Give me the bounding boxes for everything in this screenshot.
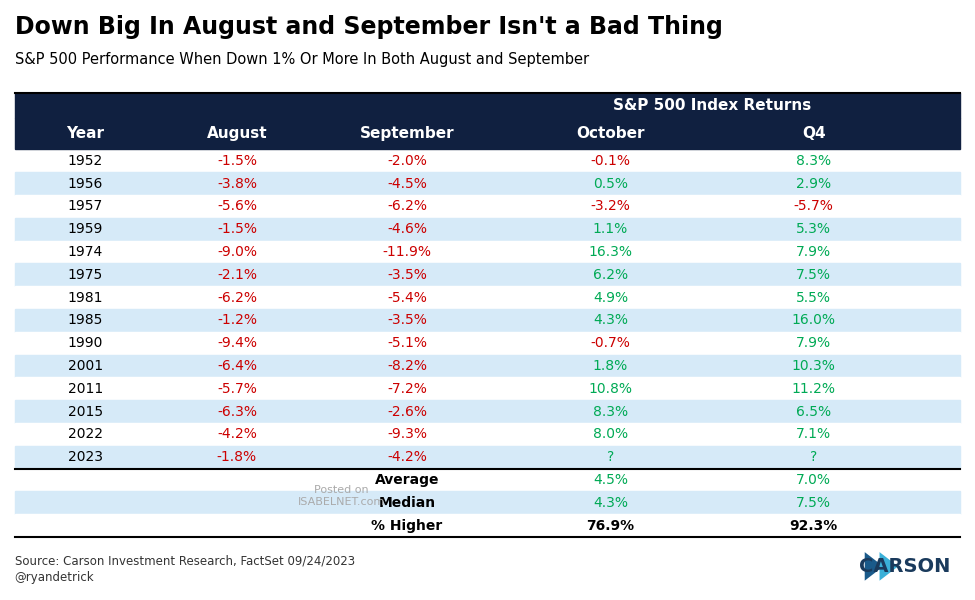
Text: -0.7%: -0.7% [591, 336, 631, 350]
Text: CARSON: CARSON [859, 557, 951, 577]
Text: 16.0%: 16.0% [792, 313, 836, 328]
Text: % Higher: % Higher [371, 518, 443, 533]
Text: 6.5%: 6.5% [797, 404, 832, 419]
Text: 1975: 1975 [68, 268, 103, 282]
Text: -7.2%: -7.2% [387, 382, 427, 396]
Text: August: August [207, 127, 267, 142]
Text: 16.3%: 16.3% [589, 245, 633, 259]
Text: -11.9%: -11.9% [382, 245, 432, 259]
Text: September: September [360, 127, 454, 142]
Text: 7.9%: 7.9% [797, 336, 832, 350]
Text: Q4: Q4 [802, 127, 826, 142]
Text: 4.3%: 4.3% [593, 313, 628, 328]
Polygon shape [879, 552, 898, 581]
Text: -9.3%: -9.3% [387, 427, 427, 442]
Text: 10.8%: 10.8% [589, 382, 633, 396]
Text: -4.2%: -4.2% [387, 450, 427, 464]
Text: 8.0%: 8.0% [593, 427, 628, 442]
Text: ?: ? [606, 450, 614, 464]
Text: 1.1%: 1.1% [593, 222, 628, 236]
Text: 1985: 1985 [68, 313, 103, 328]
Text: -4.6%: -4.6% [387, 222, 427, 236]
Text: Down Big In August and September Isn't a Bad Thing: Down Big In August and September Isn't a… [15, 15, 722, 39]
Text: -8.2%: -8.2% [387, 359, 427, 373]
Text: 92.3%: 92.3% [790, 518, 838, 533]
Text: 2022: 2022 [68, 427, 103, 442]
Text: -3.5%: -3.5% [387, 268, 427, 282]
Text: 2015: 2015 [68, 404, 103, 419]
Text: Posted on
ISABELNET.com: Posted on ISABELNET.com [298, 485, 385, 507]
Text: 4.5%: 4.5% [593, 473, 628, 487]
Text: Median: Median [378, 496, 436, 510]
Text: -6.2%: -6.2% [216, 290, 256, 305]
Text: -3.5%: -3.5% [387, 313, 427, 328]
Text: 7.1%: 7.1% [797, 427, 832, 442]
Text: Source: Carson Investment Research, FactSet 09/24/2023: Source: Carson Investment Research, Fact… [15, 555, 355, 568]
Text: 7.0%: 7.0% [797, 473, 832, 487]
Text: -2.6%: -2.6% [387, 404, 427, 419]
Text: 5.3%: 5.3% [797, 222, 832, 236]
Text: 2023: 2023 [68, 450, 103, 464]
Text: 7.5%: 7.5% [797, 268, 832, 282]
Text: 1952: 1952 [68, 154, 103, 168]
Text: -1.5%: -1.5% [216, 154, 256, 168]
Text: -5.6%: -5.6% [216, 199, 256, 214]
Text: 5.5%: 5.5% [797, 290, 832, 305]
Text: @ryandetrick: @ryandetrick [15, 571, 95, 584]
Text: -2.0%: -2.0% [387, 154, 427, 168]
Text: 4.3%: 4.3% [593, 496, 628, 510]
Text: 76.9%: 76.9% [586, 518, 635, 533]
Text: S&P 500 Index Returns: S&P 500 Index Returns [613, 98, 811, 113]
Text: -5.1%: -5.1% [387, 336, 427, 350]
Text: 1959: 1959 [68, 222, 103, 236]
Text: -5.7%: -5.7% [794, 199, 834, 214]
Text: 1957: 1957 [68, 199, 103, 214]
Text: 8.3%: 8.3% [593, 404, 628, 419]
Text: -0.1%: -0.1% [591, 154, 631, 168]
Text: -9.4%: -9.4% [216, 336, 256, 350]
Text: -5.4%: -5.4% [387, 290, 427, 305]
Text: 2011: 2011 [68, 382, 103, 396]
Text: 2001: 2001 [68, 359, 103, 373]
Text: Average: Average [374, 473, 440, 487]
Text: 4.9%: 4.9% [593, 290, 628, 305]
Text: -6.4%: -6.4% [216, 359, 256, 373]
Text: 1.8%: 1.8% [593, 359, 628, 373]
Text: -4.2%: -4.2% [217, 427, 256, 442]
Text: -4.5%: -4.5% [387, 176, 427, 191]
Text: 0.5%: 0.5% [593, 176, 628, 191]
Text: -5.7%: -5.7% [217, 382, 256, 396]
Text: 8.3%: 8.3% [797, 154, 832, 168]
Text: -1.2%: -1.2% [216, 313, 256, 328]
Text: -1.8%: -1.8% [216, 450, 257, 464]
Text: ?: ? [810, 450, 817, 464]
Text: -3.2%: -3.2% [591, 199, 631, 214]
Polygon shape [865, 552, 883, 581]
Text: -2.1%: -2.1% [216, 268, 256, 282]
Text: -6.2%: -6.2% [387, 199, 427, 214]
Text: 11.2%: 11.2% [792, 382, 836, 396]
Text: 1974: 1974 [68, 245, 103, 259]
Text: Year: Year [66, 127, 104, 142]
Text: -6.3%: -6.3% [216, 404, 256, 419]
Text: 6.2%: 6.2% [593, 268, 628, 282]
Text: -3.8%: -3.8% [216, 176, 256, 191]
Text: 10.3%: 10.3% [792, 359, 836, 373]
Text: 7.5%: 7.5% [797, 496, 832, 510]
Text: -9.0%: -9.0% [216, 245, 256, 259]
Text: 2.9%: 2.9% [797, 176, 832, 191]
Text: 7.9%: 7.9% [797, 245, 832, 259]
Text: -1.5%: -1.5% [216, 222, 256, 236]
Text: 1956: 1956 [68, 176, 103, 191]
Text: October: October [576, 127, 644, 142]
Text: S&P 500 Performance When Down 1% Or More In Both August and September: S&P 500 Performance When Down 1% Or More… [15, 52, 589, 67]
Text: 1990: 1990 [68, 336, 103, 350]
Text: 1981: 1981 [68, 290, 103, 305]
